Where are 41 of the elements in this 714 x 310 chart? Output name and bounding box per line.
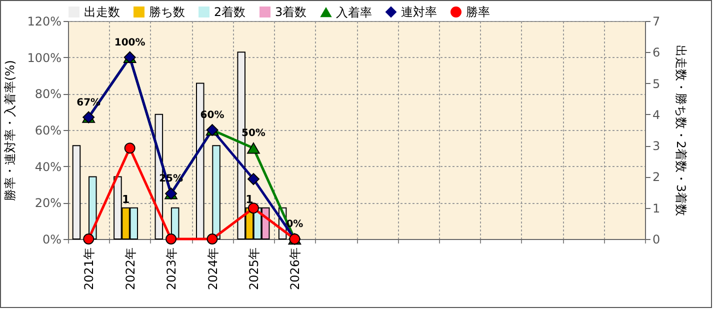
legend-label: 2着数	[214, 5, 246, 19]
y2-tick-label: 7	[652, 14, 660, 28]
x-tick-label: 2026年	[288, 248, 302, 290]
point	[124, 142, 136, 154]
x-tick-label: 2022年	[123, 248, 138, 290]
legend-label: 入着率	[336, 5, 372, 20]
y2-tick-label: 5	[652, 76, 660, 91]
legend-label: 出走数	[84, 5, 120, 19]
y-tick-label: 20%	[34, 196, 62, 210]
x-tick-label: 2025年	[246, 248, 261, 290]
x-tick-label: 2021年	[82, 248, 96, 290]
point	[206, 234, 218, 244]
data-label: 1	[122, 192, 130, 206]
legend-label: 連対率	[401, 5, 437, 19]
point	[83, 234, 94, 244]
bar	[72, 145, 81, 240]
x-tick-label: 2024年	[206, 248, 220, 290]
y-tick-label: 80%	[34, 87, 62, 102]
y2-tick-label: 3	[652, 139, 660, 154]
x-tick-label: 2023年	[164, 248, 179, 290]
y2-tick-label: 0	[652, 232, 660, 246]
point	[166, 234, 177, 244]
point	[247, 142, 260, 154]
y-axis-title: 勝率・連対率・入着率(%)	[3, 60, 18, 201]
y2-tick-label: 6	[652, 46, 660, 60]
point	[248, 202, 259, 214]
y2-tick-label: 1	[652, 201, 660, 216]
point	[247, 173, 260, 186]
data-label: 1	[246, 192, 254, 206]
legend-label: 3着数	[275, 5, 307, 19]
y-tick-label: 60%	[34, 124, 62, 138]
legend-label: 勝ち数	[149, 5, 185, 19]
y2-axis-title: 出走数・勝ち数・2着数・3着数	[674, 44, 688, 216]
y-tick-label: 120%	[27, 14, 62, 28]
y2-tick-label: 2	[652, 170, 660, 184]
y-tick-label: 40%	[34, 160, 62, 174]
legend-label: 勝率	[466, 5, 490, 19]
y-tick-label: 100%	[27, 50, 62, 65]
y2-tick-label: 4	[652, 108, 660, 122]
data-label: 100%	[114, 37, 146, 48]
y-tick-label: 0%	[42, 232, 62, 246]
